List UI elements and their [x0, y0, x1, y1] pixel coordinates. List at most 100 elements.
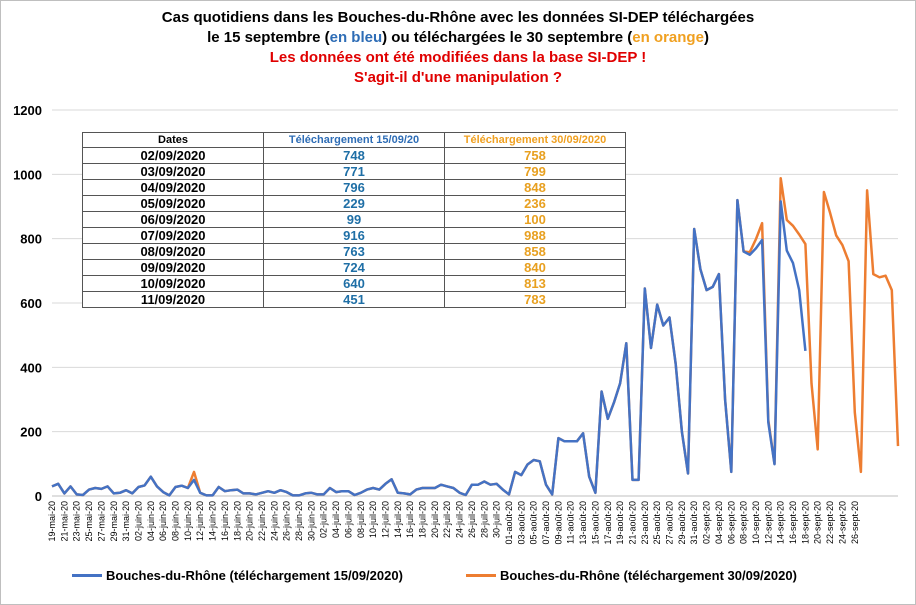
- title-line-2: le 15 septembre (en bleu) ou téléchargée…: [0, 28, 916, 48]
- table-cell-download-15: 763: [263, 243, 445, 260]
- table-row: 02/09/2020 748 758: [82, 147, 626, 164]
- x-tick-label: 16-juil-20: [405, 501, 415, 538]
- x-tick-label: 22-juin-20: [257, 501, 267, 541]
- table-cell-download-30: 848: [444, 179, 626, 196]
- x-tick-label: 31-mai-20: [121, 501, 131, 542]
- x-tick-label: 20-juil-20: [430, 501, 440, 538]
- x-tick-label: 06-juil-20: [343, 501, 353, 538]
- y-tick-label: 1200: [13, 103, 42, 118]
- x-tick-label: 25-mai-20: [84, 501, 94, 542]
- y-tick-label: 800: [20, 232, 42, 247]
- table-row: 10/09/2020 640 813: [82, 275, 626, 292]
- series-line-15-sept: [51, 198, 807, 497]
- x-tick-label: 08-juil-20: [356, 501, 366, 538]
- legend-label-blue: Bouches-du-Rhône (téléchargement 15/09/2…: [106, 568, 403, 583]
- x-tick-label: 12-sept-20: [763, 501, 773, 544]
- x-tick-label: 04-sept-20: [714, 501, 724, 544]
- table-cell-download-15: 99: [263, 211, 445, 228]
- x-tick-label: 24-juin-20: [269, 501, 279, 541]
- x-tick-label: 19-août-20: [615, 501, 625, 545]
- x-tick-label: 14-sept-20: [776, 501, 786, 544]
- title-line-1: Cas quotidiens dans les Bouches-du-Rhône…: [161, 9, 755, 26]
- table-cell-download-30: 988: [444, 227, 626, 244]
- table-cell-download-30: 840: [444, 259, 626, 276]
- table-cell-date: 07/09/2020: [82, 227, 264, 244]
- x-tick-label: 06-sept-20: [726, 501, 736, 544]
- legend-item-orange: Bouches-du-Rhône (téléchargement 30/09/2…: [466, 568, 797, 583]
- y-tick-label: 1000: [13, 167, 42, 182]
- table-row: 05/09/2020 229 236: [82, 195, 626, 212]
- x-tick-label: 13-août-20: [578, 501, 588, 545]
- table-cell-date: 03/09/2020: [82, 163, 264, 180]
- table-row: 08/09/2020 763 858: [82, 243, 626, 260]
- table-header-row: Dates Téléchargement 15/09/20 Télécharge…: [82, 132, 626, 148]
- x-tick-label: 18-juil-20: [418, 501, 428, 538]
- table-cell-download-30: 236: [444, 195, 626, 212]
- x-tick-label: 12-juin-20: [195, 501, 205, 541]
- y-tick-label: 600: [20, 296, 42, 311]
- x-tick-label: 10-sept-20: [751, 501, 761, 544]
- table-cell-date: 02/09/2020: [82, 147, 264, 164]
- x-tick-label: 09-août-20: [553, 501, 563, 545]
- table-row: 09/09/2020 724 840: [82, 259, 626, 276]
- table-cell-date: 10/09/2020: [82, 275, 264, 292]
- x-tick-label: 28-juin-20: [294, 501, 304, 541]
- x-tick-label: 28-juil-20: [479, 501, 489, 538]
- table-row: 06/09/2020 99 100: [82, 211, 626, 228]
- title-line-2-a: le 15 septembre (: [207, 29, 330, 46]
- table-cell-date: 04/09/2020: [82, 179, 264, 196]
- table-cell-date: 08/09/2020: [82, 243, 264, 260]
- table-cell-date: 06/09/2020: [82, 211, 264, 228]
- table-row: 03/09/2020 771 799: [82, 163, 626, 180]
- legend-label-orange: Bouches-du-Rhône (téléchargement 30/09/2…: [500, 568, 797, 583]
- x-tick-label: 24-sept-20: [837, 501, 847, 544]
- x-tick-label: 02-juin-20: [133, 501, 143, 541]
- x-tick-label: 19-mai-20: [47, 501, 57, 542]
- x-tick-label: 22-juil-20: [442, 501, 452, 538]
- x-tick-label: 18-juin-20: [232, 501, 242, 541]
- x-tick-label: 26-juin-20: [282, 501, 292, 541]
- table-cell-download-15: 451: [263, 291, 445, 308]
- x-tick-label: 30-juin-20: [306, 501, 316, 541]
- x-tick-label: 02-sept-20: [702, 501, 712, 544]
- x-tick-label: 29-mai-20: [109, 501, 119, 542]
- legend-swatch-orange: [466, 574, 496, 577]
- title-line-2-e: ): [703, 29, 709, 46]
- x-tick-label: 04-juil-20: [331, 501, 341, 538]
- title-blue-word: en bleu: [329, 29, 383, 46]
- x-tick-label: 06-juin-20: [158, 501, 168, 541]
- x-tick-label: 11-août-20: [566, 501, 576, 544]
- legend-swatch-blue: [72, 574, 102, 577]
- x-tick-label: 17-août-20: [603, 501, 613, 545]
- table-cell-download-15: 229: [263, 195, 445, 212]
- x-tick-label: 23-août-20: [640, 501, 650, 545]
- x-tick-label: 08-juin-20: [171, 501, 181, 541]
- x-tick-label: 27-mai-20: [96, 501, 106, 542]
- x-tick-label: 16-sept-20: [788, 501, 798, 544]
- x-tick-label: 15-août-20: [590, 501, 600, 545]
- x-tick-label: 18-sept-20: [800, 501, 810, 544]
- x-tick-label: 24-juil-20: [455, 501, 465, 538]
- x-tick-label: 16-juin-20: [220, 501, 230, 541]
- table-cell-download-15: 771: [263, 163, 445, 180]
- table-cell-download-15: 724: [263, 259, 445, 276]
- x-tick-label: 25-août-20: [652, 501, 662, 545]
- x-tick-label: 27-août-20: [665, 501, 675, 545]
- table-header-download-15: Téléchargement 15/09/20: [263, 132, 445, 148]
- data-table: Dates Téléchargement 15/09/20 Télécharge…: [82, 132, 626, 308]
- x-tick-label: 05-août-20: [529, 501, 539, 545]
- table-cell-download-30: 100: [444, 211, 626, 228]
- title-orange-word: en orange: [632, 29, 704, 46]
- x-tick-label: 22-sept-20: [825, 501, 835, 544]
- legend-item-blue: Bouches-du-Rhône (téléchargement 15/09/2…: [72, 568, 403, 583]
- title-line-4: S'agit-il d'une manipulation ?: [354, 69, 562, 86]
- y-tick-label: 200: [20, 425, 42, 440]
- x-tick-label: 20-juin-20: [245, 501, 255, 541]
- x-tick-label: 21-mai-20: [59, 501, 69, 542]
- x-tick-label: 26-juil-20: [467, 501, 477, 538]
- title-line-2-c: ) ou téléchargées le 30 septembre (: [382, 29, 633, 46]
- table-cell-download-30: 758: [444, 147, 626, 164]
- table-cell-download-30: 783: [444, 291, 626, 308]
- table-cell-date: 09/09/2020: [82, 259, 264, 276]
- table-cell-download-30: 858: [444, 243, 626, 260]
